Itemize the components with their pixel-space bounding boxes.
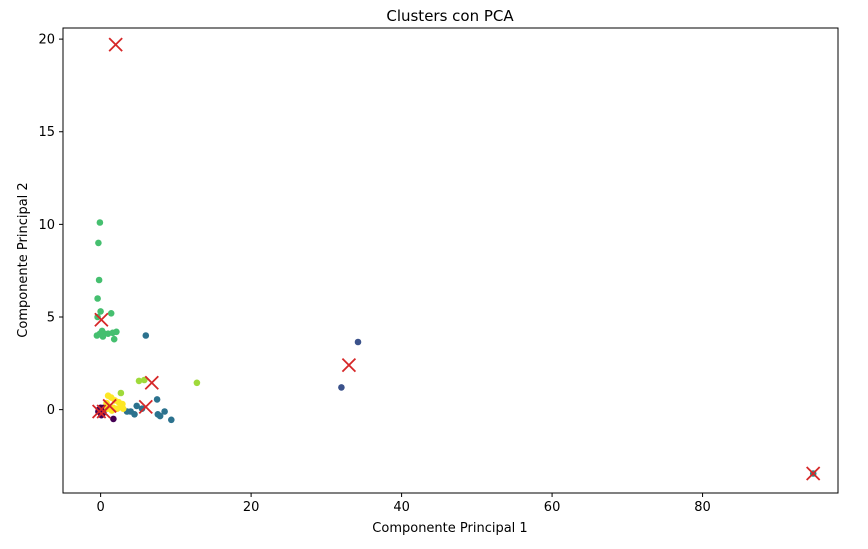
y-tick-label: 5 [47, 311, 55, 326]
x-tick-label: 20 [243, 500, 260, 515]
data-point [156, 412, 164, 420]
x-tick-label: 40 [393, 500, 410, 515]
plot-area [91, 37, 821, 481]
data-point [94, 295, 101, 302]
data-point [135, 377, 143, 385]
data-point [168, 416, 175, 424]
centroid-marker [94, 312, 109, 327]
y-axis-label: Componente Principal 2 [16, 182, 31, 337]
centroid-marker [138, 399, 153, 414]
centroid-marker [96, 404, 111, 419]
y-tick-label: 20 [38, 33, 55, 48]
y-tick-label: 15 [38, 125, 55, 140]
data-point [131, 411, 138, 418]
data-point [113, 328, 120, 336]
axis-ticks: 0 20 40 60 80 0 5 10 15 20 [38, 33, 710, 515]
data-point [153, 396, 161, 403]
data-point [142, 332, 150, 339]
x-tick-label: 0 [96, 500, 104, 515]
data-point [95, 276, 103, 284]
data-point [97, 308, 104, 315]
y-tick-label: 0 [47, 403, 55, 418]
data-point [98, 411, 105, 419]
data-point [95, 239, 102, 247]
data-point [138, 405, 146, 413]
data-point [117, 389, 125, 397]
centroid-marker [91, 404, 107, 419]
chart-title: Clusters con PCA [386, 7, 514, 25]
data-point [107, 310, 115, 317]
centroid-marker [144, 375, 159, 390]
centroid-marker [806, 466, 821, 481]
x-tick-label: 60 [544, 500, 561, 515]
data-point [354, 338, 362, 346]
data-point [161, 408, 168, 415]
data-point [119, 405, 127, 413]
x-tick-label: 80 [694, 500, 711, 515]
y-tick-label: 10 [38, 218, 55, 233]
data-point [133, 402, 140, 410]
data-point [193, 379, 201, 387]
data-point [110, 415, 117, 423]
centroid-marker [108, 37, 123, 52]
data-point [141, 376, 148, 384]
data-point [96, 219, 104, 226]
data-point [110, 335, 118, 343]
data-point [99, 333, 107, 340]
axes-frame [62, 27, 839, 494]
x-axis-label: Componente Principal 1 [372, 521, 527, 536]
centroid-marker [341, 358, 357, 373]
data-point [338, 384, 345, 391]
